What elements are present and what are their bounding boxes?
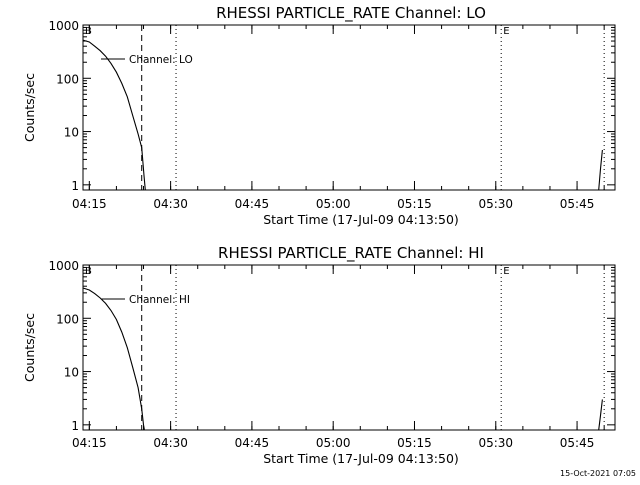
panel-2-y-axis-label: Counts/sec (22, 313, 37, 382)
panel-2-marker-label: B (85, 266, 92, 277)
panel-1-xtick-label: 04:15 (72, 197, 107, 211)
panel-2-xtick-label: 04:45 (235, 436, 270, 450)
panel-2-series-line (598, 399, 603, 431)
panel-1-marker-label: E (503, 26, 509, 37)
panel-1-ytick-label: 100 (56, 72, 79, 86)
panel-2-xtick-label: 05:00 (316, 436, 351, 450)
panel-1-ytick-label: 1000 (48, 19, 79, 33)
panel-2-xtick-label: 05:30 (478, 436, 513, 450)
panel-1-xtick-label: 05:30 (478, 197, 513, 211)
panel-2-ytick-label: 1000 (48, 259, 79, 273)
panel-1-marker-label: B (85, 26, 92, 37)
panel-1-x-axis-label: Start Time (17-Jul-09 04:13:50) (263, 212, 459, 227)
panel-1-xtick-label: 04:30 (153, 197, 188, 211)
panel-2-frame (82, 264, 616, 431)
panel-1-frame (82, 24, 616, 191)
panel-2-ytick-label: 100 (56, 312, 79, 326)
panel-1-xtick-label: 05:00 (316, 197, 351, 211)
panel-2-legend-label: Channel: HI (129, 294, 190, 306)
panel-1-series-line (82, 39, 146, 191)
panel-2-xtick-label: 05:45 (560, 436, 595, 450)
panel-2-xtick-label: 04:15 (72, 436, 107, 450)
panel-2-ytick-label: 10 (64, 366, 79, 380)
panel-2-xtick-label: 05:15 (397, 436, 432, 450)
panel-2-xtick-label: 04:30 (153, 436, 188, 450)
panel-2-ytick-label: 1 (71, 419, 79, 433)
panel-1-ytick-label: 10 (64, 126, 79, 140)
panel-1-xtick-label: 05:15 (397, 197, 432, 211)
panel-2-marker-label: E (503, 266, 509, 277)
panel-1-xtick-label: 05:45 (560, 197, 595, 211)
panel-1-title: RHESSI PARTICLE_RATE Channel: LO (216, 4, 486, 23)
panel-1-series-line (598, 149, 603, 191)
panel-1-ytick-label: 1 (71, 179, 79, 193)
footer-timestamp: 15-Oct-2021 07:05 (560, 469, 636, 478)
panel-2-x-axis-label: Start Time (17-Jul-09 04:13:50) (263, 451, 459, 466)
panel-1-xtick-label: 04:45 (235, 197, 270, 211)
panel-2-series-line (82, 287, 145, 431)
panel-1-legend-label: Channel: LO (129, 54, 193, 66)
panel-1-y-axis-label: Counts/sec (22, 73, 37, 142)
panel-2-title: RHESSI PARTICLE_RATE Channel: HI (218, 244, 484, 263)
